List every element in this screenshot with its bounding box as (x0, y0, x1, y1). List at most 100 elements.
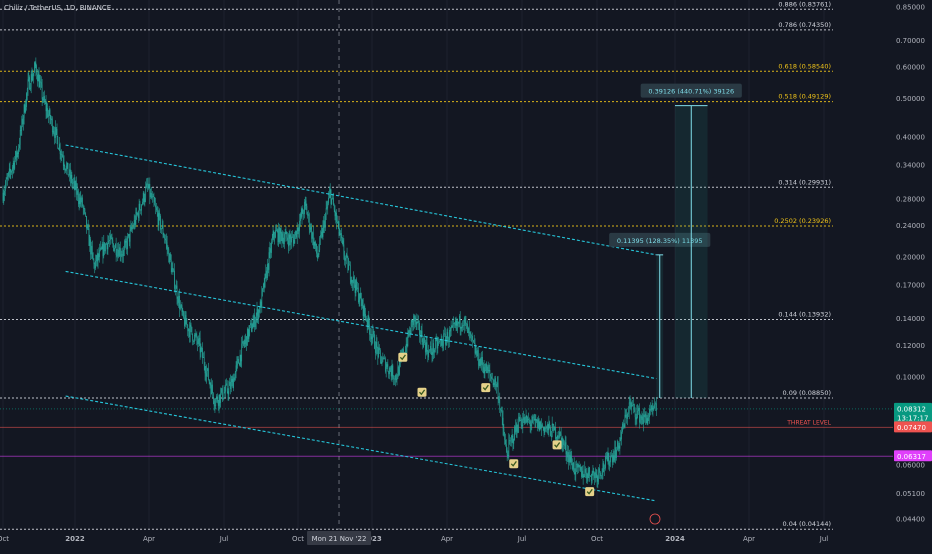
candle (353, 276, 354, 284)
candle (473, 341, 475, 344)
candle (413, 315, 415, 325)
candle (409, 330, 411, 334)
candle (533, 416, 534, 418)
candle (424, 342, 426, 353)
candle (410, 322, 412, 334)
candle (593, 470, 595, 473)
candle (27, 79, 29, 89)
candle (342, 240, 344, 245)
candle (521, 425, 523, 427)
candle (19, 144, 20, 149)
candle (633, 404, 635, 409)
candle (546, 424, 548, 427)
candle (328, 197, 329, 204)
candle (463, 324, 464, 326)
candle (42, 98, 44, 101)
candle (9, 168, 11, 172)
candle (455, 320, 457, 326)
candle (613, 455, 615, 461)
x-tick-label: Jul (819, 535, 829, 543)
candle (155, 205, 156, 208)
candle (110, 235, 112, 239)
candle (524, 417, 525, 424)
candle (198, 338, 199, 345)
candle (62, 154, 63, 158)
price-badge-value: 0.08312 (897, 405, 926, 413)
candle (356, 280, 358, 289)
candle (524, 417, 526, 424)
candle (515, 424, 517, 433)
candle (312, 232, 314, 246)
fib-level-label: 0.786 (0.74350) (778, 21, 831, 29)
measure-label-bg (640, 83, 742, 98)
candle (555, 438, 557, 440)
candle (432, 343, 434, 355)
candle (454, 323, 455, 325)
candle (373, 330, 375, 335)
candle (212, 384, 213, 394)
candle (530, 424, 532, 426)
candle (598, 468, 600, 477)
candle (611, 455, 612, 457)
candle (586, 478, 588, 479)
candle (114, 244, 116, 248)
candle (18, 148, 20, 155)
candle (316, 243, 317, 254)
candle (292, 237, 294, 240)
candle (381, 361, 383, 364)
x-tick-label: Jul (517, 535, 527, 543)
check-mark (586, 488, 593, 495)
candle (237, 359, 239, 362)
candle (349, 264, 351, 280)
candle (50, 119, 52, 121)
candle (43, 96, 45, 101)
candle (310, 226, 312, 230)
candle (470, 333, 472, 335)
candle (152, 196, 154, 198)
candle (555, 427, 556, 439)
candle (227, 391, 229, 395)
candle (113, 243, 114, 252)
candle (581, 471, 583, 477)
candle (55, 127, 57, 130)
candle (129, 229, 131, 242)
candle (500, 409, 501, 411)
candle (165, 238, 166, 241)
candle (213, 400, 215, 406)
candle (272, 231, 274, 239)
candle (417, 320, 419, 322)
candle (376, 341, 378, 348)
candle (49, 109, 51, 120)
candle (281, 233, 283, 242)
candle (480, 358, 482, 365)
candle (575, 464, 577, 475)
candle (315, 243, 317, 246)
candle (385, 366, 387, 372)
candle (542, 426, 544, 428)
candle (66, 165, 67, 171)
candle (560, 433, 562, 438)
candle (450, 327, 452, 332)
candle (476, 350, 478, 357)
candle (212, 393, 214, 401)
candle (156, 207, 157, 211)
candle (63, 162, 65, 167)
check-mark (482, 384, 489, 391)
candle (7, 176, 9, 179)
candle (458, 321, 459, 324)
candle (551, 424, 553, 438)
candle (616, 449, 617, 459)
candle (411, 320, 413, 323)
candle (584, 468, 586, 476)
candle (110, 235, 111, 241)
candle (517, 431, 519, 433)
candle (282, 237, 284, 242)
candle (231, 378, 233, 383)
candle (100, 247, 102, 250)
candle (570, 455, 572, 462)
y-tick-label: 0.85000 (896, 3, 925, 11)
candle (193, 341, 194, 343)
candle (322, 225, 324, 237)
